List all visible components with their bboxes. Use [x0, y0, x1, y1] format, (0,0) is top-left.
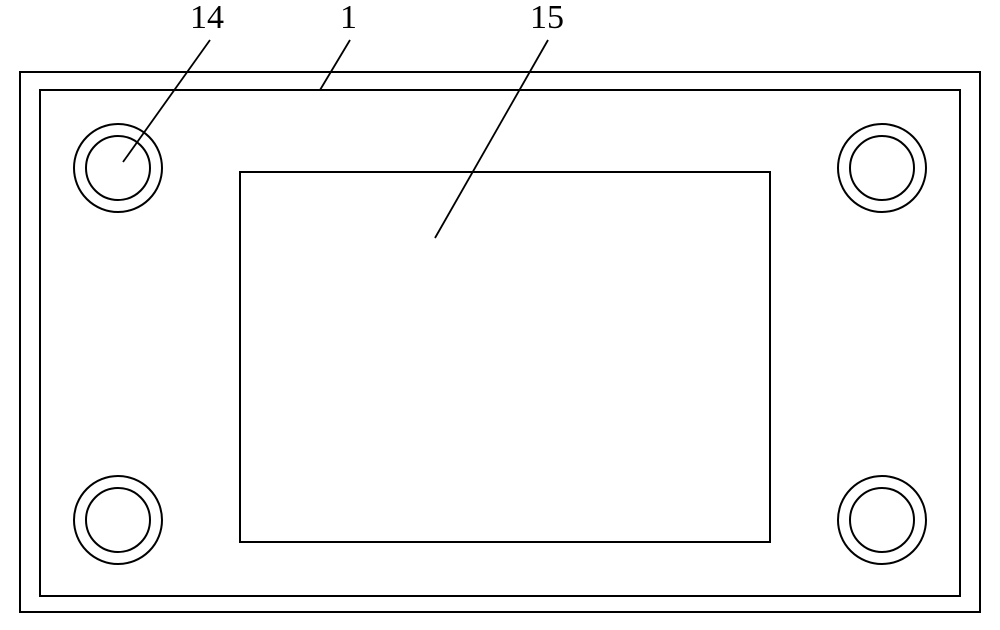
center-rect	[240, 172, 770, 542]
leader-1	[320, 40, 350, 90]
circle-tl-inner	[86, 136, 150, 200]
circle-tl-outer	[74, 124, 162, 212]
technical-diagram: 14 1 15	[0, 0, 1000, 630]
inner-rect	[40, 90, 960, 596]
circle-bl-inner	[86, 488, 150, 552]
circle-tl	[74, 124, 162, 212]
circle-tr	[838, 124, 926, 212]
circle-bl-outer	[74, 476, 162, 564]
leader-14	[123, 40, 210, 162]
circle-bl	[74, 476, 162, 564]
circle-tr-inner	[850, 136, 914, 200]
circle-tr-outer	[838, 124, 926, 212]
circle-br-outer	[838, 476, 926, 564]
outer-rect	[20, 72, 980, 612]
circle-br-inner	[850, 488, 914, 552]
label-1: 1	[340, 0, 357, 36]
label-14: 14	[190, 0, 224, 36]
leader-15	[435, 40, 548, 238]
circle-br	[838, 476, 926, 564]
label-15: 15	[530, 0, 564, 36]
